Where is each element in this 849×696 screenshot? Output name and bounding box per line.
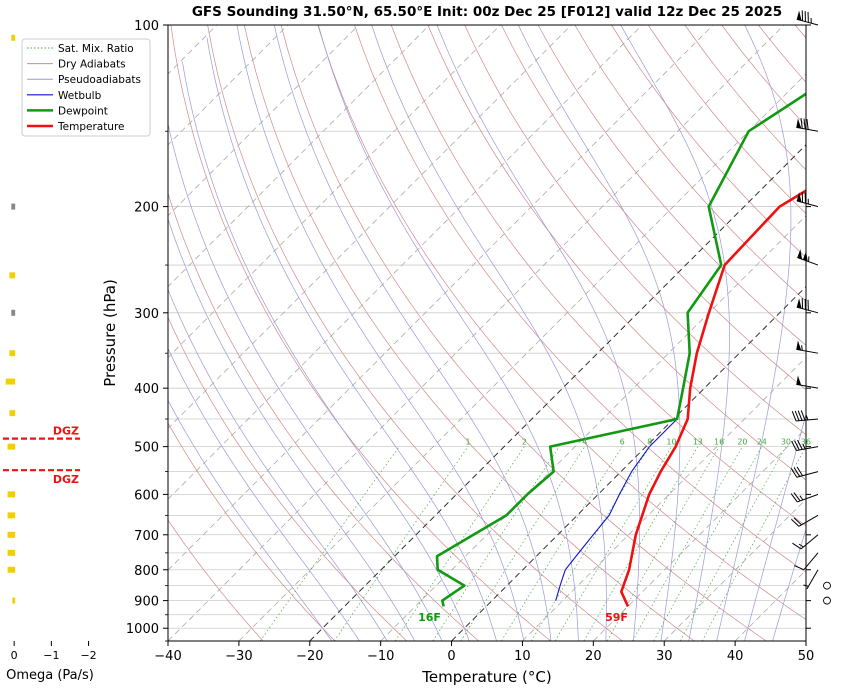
omega-bar — [8, 567, 16, 573]
legend-entry: Wetbulb — [58, 90, 102, 102]
omega-axis-label: Omega (Pa/s) — [6, 668, 94, 683]
dgz-label: DGZ — [53, 473, 79, 486]
omega-bar — [9, 350, 15, 356]
omega-bar — [8, 491, 16, 497]
y-tick-label: 800 — [134, 564, 159, 579]
omega-bar — [9, 410, 15, 416]
omega-bar — [8, 444, 16, 450]
omega-bar — [9, 272, 15, 278]
surface-label: 16F — [418, 611, 441, 624]
y-tick-label: 100 — [134, 19, 159, 34]
y-axis-label: Pressure (hPa) — [101, 279, 119, 387]
x-tick-label: 40 — [727, 649, 744, 664]
y-tick-label: 200 — [134, 201, 159, 216]
barb-half-flag — [802, 345, 803, 350]
y-tick-label: 700 — [134, 529, 159, 544]
x-tick-label: −40 — [154, 649, 181, 664]
mixing-ratio-label: 20 — [737, 438, 747, 447]
omega-bar — [11, 35, 15, 41]
omega-bar — [11, 310, 15, 316]
x-tick-label: 50 — [798, 649, 815, 664]
mixing-ratio-label: 2 — [522, 438, 527, 447]
omega-bar — [6, 379, 15, 385]
mixing-ratio-label: 30 — [781, 438, 791, 447]
legend-entry: Temperature — [57, 121, 125, 133]
chart-title: GFS Sounding 31.50°N, 65.50°E Init: 00z … — [192, 4, 782, 20]
mixing-ratio-label: 4 — [582, 438, 587, 447]
mixing-ratio-label: 16 — [714, 438, 724, 447]
x-tick-label: 10 — [514, 649, 531, 664]
legend-entry: Dry Adiabats — [58, 59, 126, 71]
omega-bar — [11, 204, 15, 210]
x-tick-label: 0 — [447, 649, 455, 664]
x-tick-label: 20 — [585, 649, 602, 664]
dgz-label: DGZ — [53, 425, 79, 438]
legend: Sat. Mix. Ratio Dry Adiabats Pseudoadiabat… — [22, 39, 150, 136]
legend-entry: Sat. Mix. Ratio — [58, 43, 134, 55]
y-tick-label: 600 — [134, 488, 159, 503]
y-tick-label: 400 — [134, 382, 159, 397]
mixing-ratio-label: 24 — [757, 438, 767, 447]
mixing-ratio-label: 8 — [647, 438, 652, 447]
x-axis-label: Temperature (°C) — [421, 668, 551, 686]
mixing-ratio-label: 10 — [666, 438, 676, 447]
omega-bar — [8, 550, 16, 556]
mixing-ratio-label: 6 — [620, 438, 625, 447]
omega-tick-label: −2 — [80, 649, 96, 662]
y-tick-label: 500 — [134, 441, 159, 456]
y-tick-label: 900 — [134, 595, 159, 610]
mixing-ratio-label: 1 — [465, 438, 470, 447]
omega-bar — [12, 598, 15, 604]
y-tick-label: 1000 — [126, 622, 159, 637]
legend-entry: Pseudoadiabats — [58, 74, 141, 86]
surface-label: 59F — [605, 611, 628, 624]
omega-tick-label: 0 — [11, 649, 18, 662]
omega-bar — [8, 512, 16, 518]
x-tick-label: 30 — [656, 649, 673, 664]
x-tick-label: −10 — [367, 649, 394, 664]
y-tick-label: 300 — [134, 307, 159, 322]
omega-tick-label: −1 — [43, 649, 59, 662]
mixing-ratio-label: 13 — [693, 438, 703, 447]
x-tick-label: −20 — [296, 649, 323, 664]
omega-bar — [8, 532, 16, 538]
x-tick-label: −30 — [225, 649, 252, 664]
legend-entry: Dewpoint — [58, 105, 108, 117]
